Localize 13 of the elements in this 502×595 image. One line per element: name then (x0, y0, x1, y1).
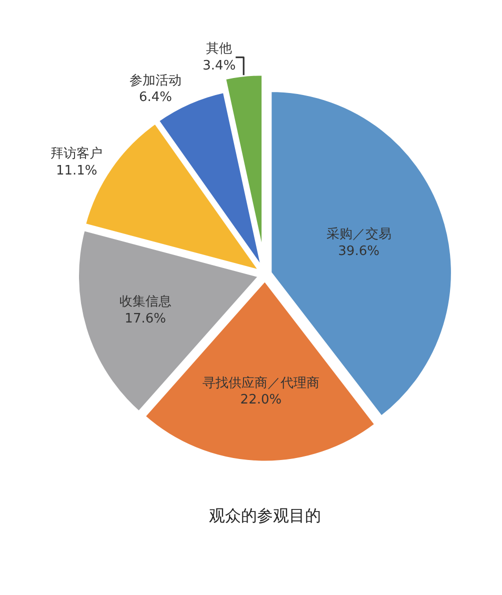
slice-label: 拜访客户 (50, 146, 103, 162)
text: 观众的参观目的 (209, 506, 321, 525)
data-label: 11.1% (56, 163, 98, 178)
slice-label: 采购／交易 (326, 226, 392, 242)
slice-label: 收集信息 (119, 294, 172, 310)
slice-label: 寻找供应商／代理商 (202, 374, 320, 391)
data-label: 6.4% (138, 90, 172, 106)
data-label: 22.0% (240, 392, 282, 408)
data-label: 17.6% (124, 312, 166, 327)
slice-label: 其他 (206, 41, 232, 56)
slice-label: 参加活动 (129, 73, 182, 88)
data-label: 3.4% (202, 58, 236, 74)
data-label: 39.6% (338, 244, 380, 260)
